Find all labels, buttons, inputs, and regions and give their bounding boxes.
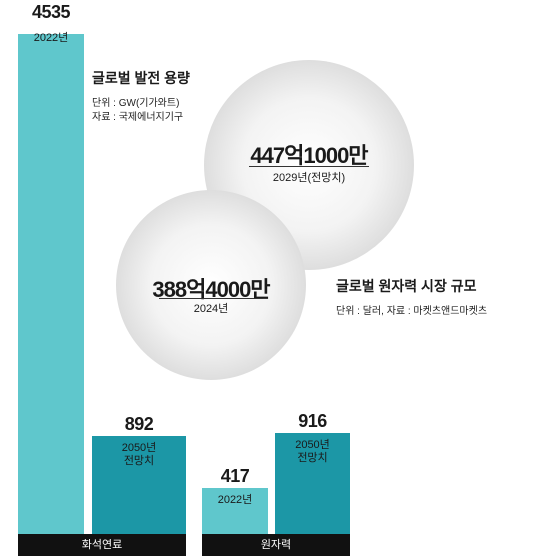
label-fossil-2022: 2022년 (33, 32, 69, 44)
bubble-2024-rule (159, 298, 263, 299)
value-nuclear-2050: 916 (298, 411, 327, 431)
bar-fossil-2050 (92, 436, 186, 534)
bar-nuclear-2022 (202, 488, 268, 534)
value-nuclear-2022: 417 (220, 466, 250, 486)
bubble-2029-value: 447억1000만 (250, 143, 368, 168)
capacity-chart-title: 글로벌 발전 용량 (92, 70, 190, 86)
bar-fossil-2022 (18, 34, 84, 534)
bubble-2024-label: 2024년 (193, 303, 229, 315)
bubble-2029-label: 2029년(전망치) (272, 172, 346, 184)
value-fossil-2050: 892 (124, 414, 154, 434)
bar-nuclear-2050 (275, 433, 350, 534)
bubble-2024-value: 388억4000만 (152, 277, 270, 302)
bubble-2024 (116, 190, 306, 380)
category-axis: 화석연료 원자력 (0, 534, 560, 556)
label-nuclear-2050: 2050년 전망치 (295, 439, 330, 464)
label-fossil-2050: 2050년 전망치 (121, 442, 157, 467)
value-fossil-2022: 4535 (31, 2, 71, 22)
capacity-source-note: 자료 : 국제에너지기구 (92, 112, 184, 123)
label-nuclear-2022: 2022년 (217, 494, 253, 506)
capacity-unit-note: 단위 : GW(기가와트) (92, 98, 180, 109)
category-nuclear: 원자력 (202, 534, 350, 556)
market-note: 단위 : 달러, 자료 : 마켓츠앤드마켓츠 (336, 306, 488, 317)
bubble-2029-rule (249, 166, 369, 167)
category-fossil: 화석연료 (18, 534, 186, 556)
market-chart-title: 글로벌 원자력 시장 규모 (336, 278, 477, 294)
